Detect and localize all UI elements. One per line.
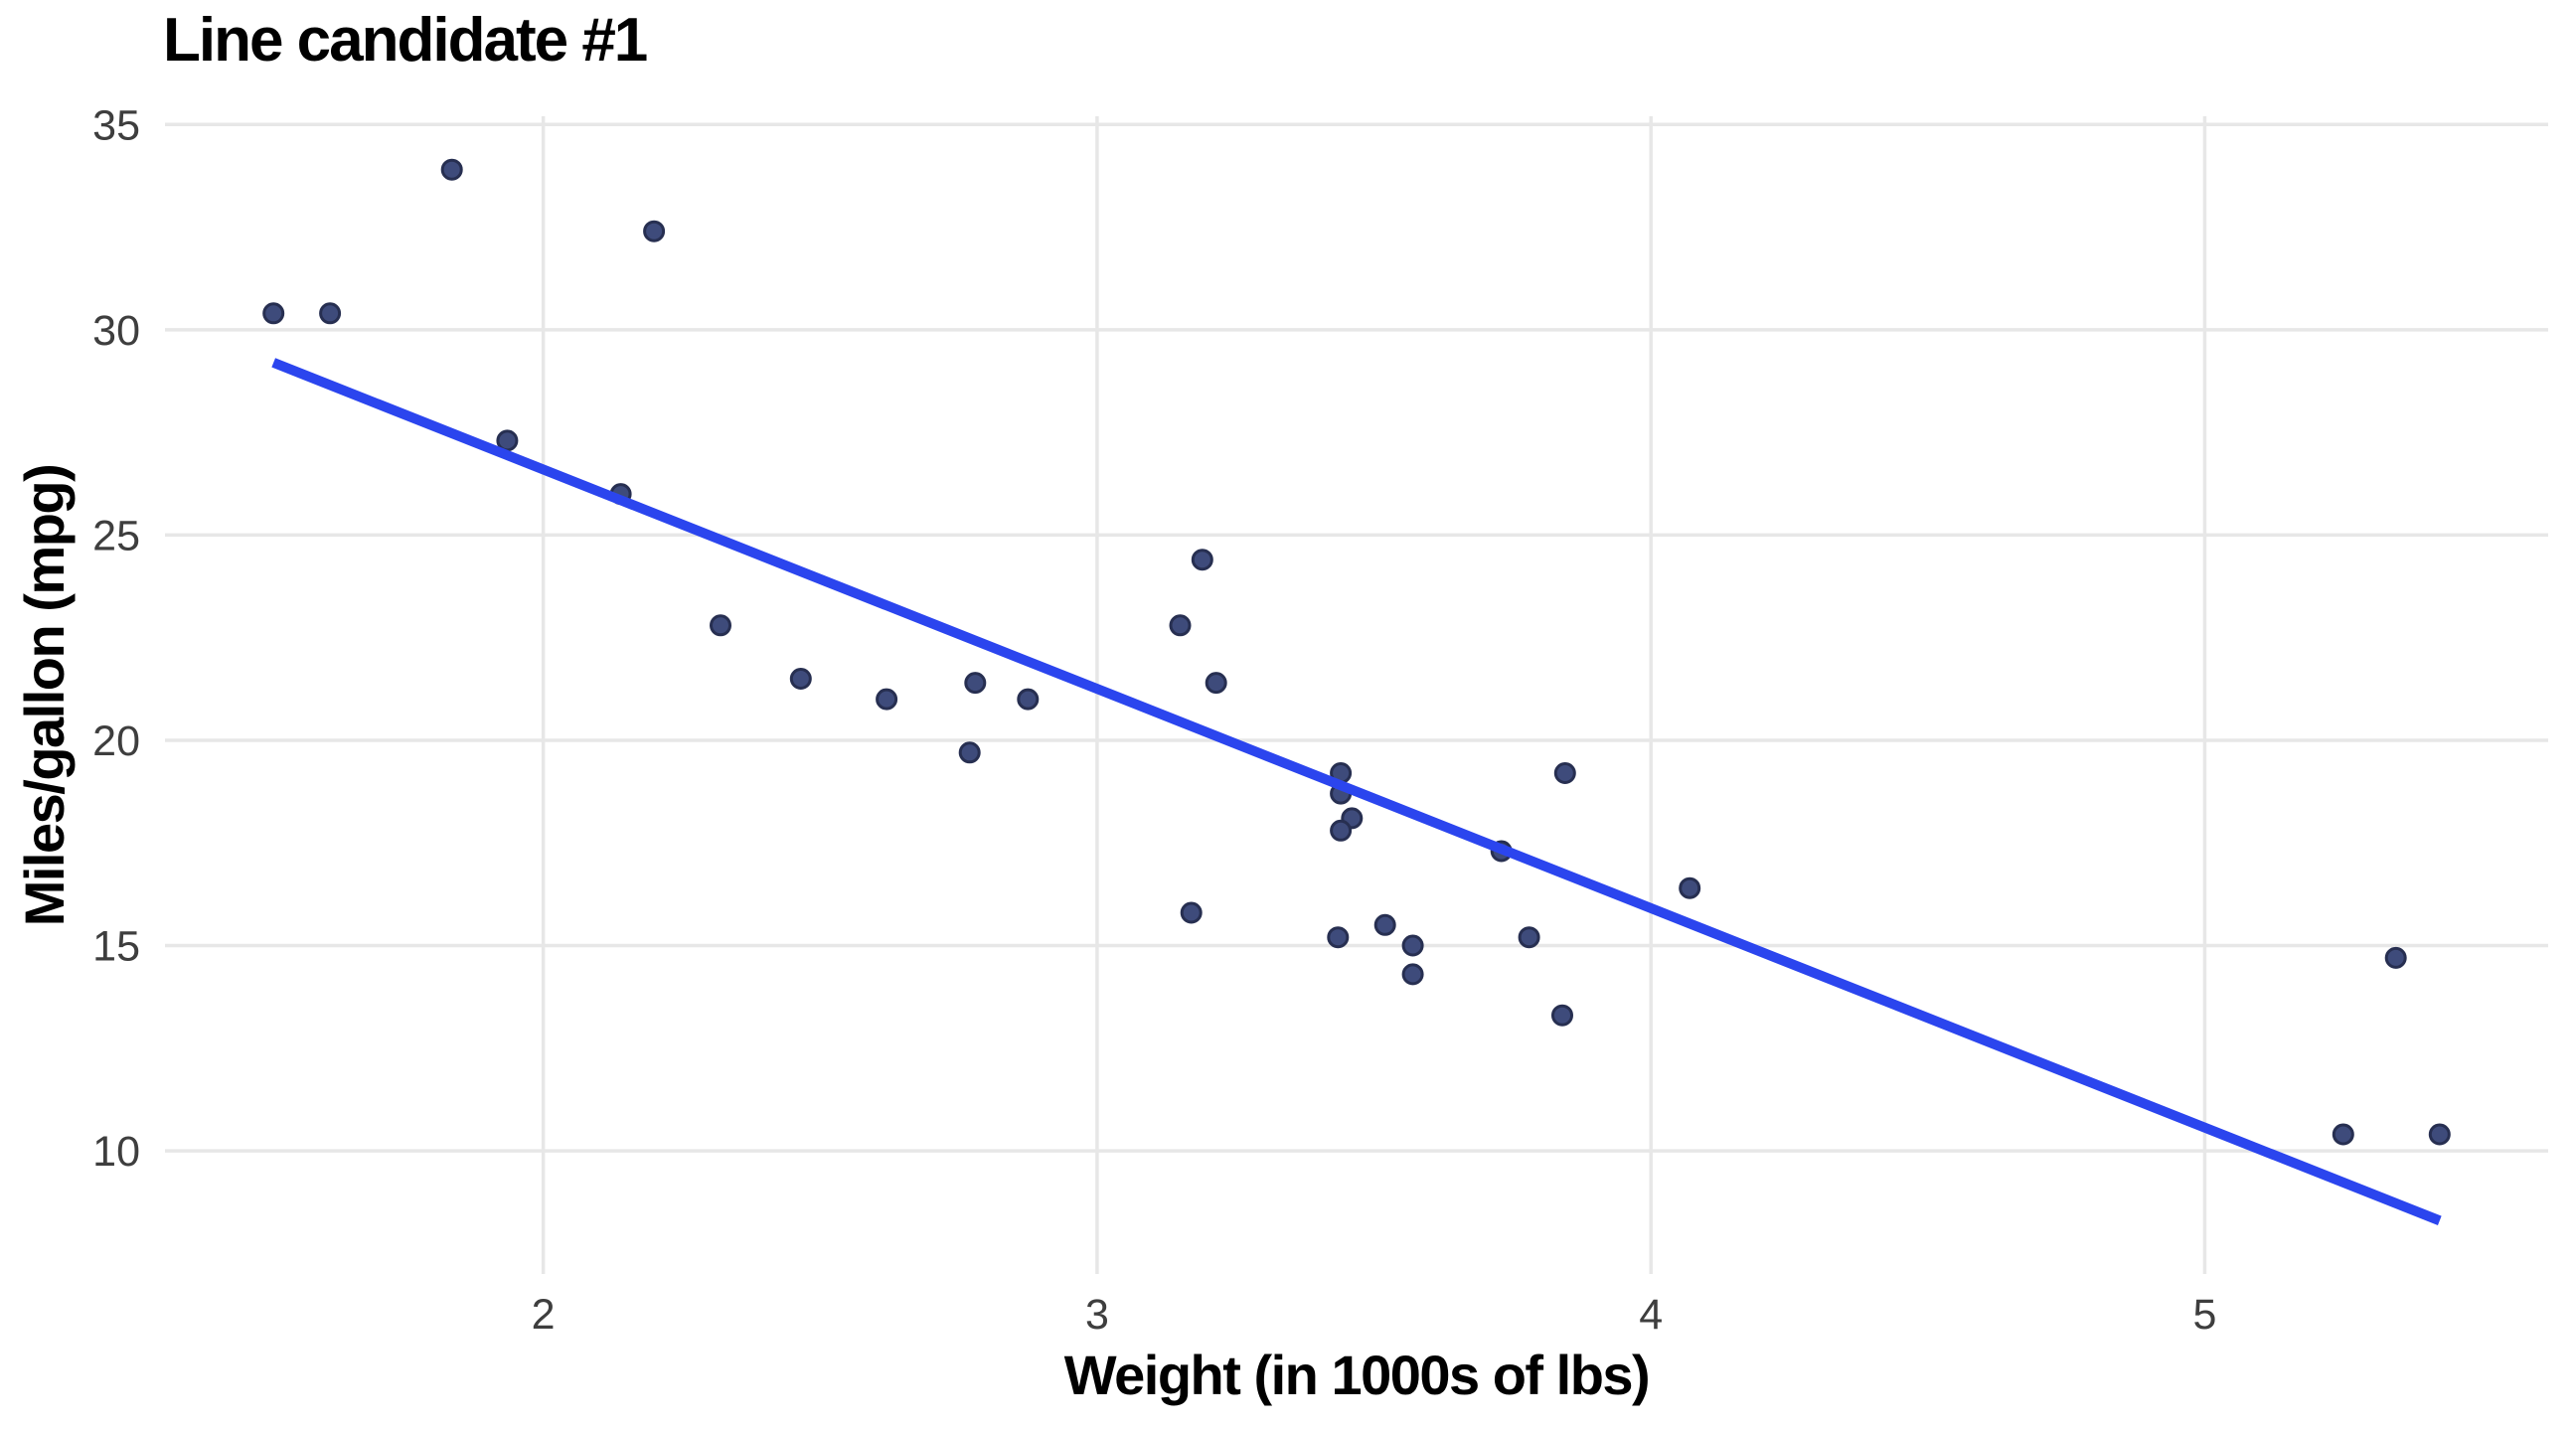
data-point xyxy=(1401,963,1424,986)
data-point xyxy=(1373,913,1396,936)
data-point xyxy=(964,672,987,695)
data-point xyxy=(262,302,285,325)
data-point xyxy=(710,614,731,637)
y-axis-title: Miles/gallon (mpg) xyxy=(13,465,76,927)
data-point xyxy=(1679,876,1701,899)
data-point xyxy=(1017,688,1040,711)
x-tick-label-3: 3 xyxy=(1085,1291,1109,1339)
y-tick-label-15: 15 xyxy=(92,923,140,971)
data-point xyxy=(1205,672,1227,695)
x-axis-title: Weight (in 1000s of lbs) xyxy=(1064,1344,1649,1406)
data-point xyxy=(958,741,981,764)
data-point xyxy=(1551,1004,1573,1027)
candidate-line xyxy=(271,358,2442,1225)
data-point xyxy=(1518,926,1540,949)
data-point xyxy=(496,429,519,452)
scatter-points xyxy=(262,158,2451,1146)
data-point xyxy=(2332,1123,2354,1146)
data-point xyxy=(643,220,666,242)
y-tick-label-20: 20 xyxy=(92,717,140,765)
x-tick-labels: 2 3 4 5 xyxy=(532,1291,2217,1339)
data-point xyxy=(2428,1123,2451,1146)
x-tick-label-5: 5 xyxy=(2193,1291,2217,1339)
chart-title: Line candidate #1 xyxy=(163,6,648,75)
data-point xyxy=(1191,549,1213,571)
data-point xyxy=(1180,901,1203,924)
data-point xyxy=(1553,762,1576,784)
data-point xyxy=(1330,819,1353,842)
data-point xyxy=(1169,614,1192,637)
y-tick-labels: 10 15 20 25 30 35 xyxy=(92,101,140,1176)
y-tick-label-10: 10 xyxy=(92,1128,140,1176)
y-tick-label-25: 25 xyxy=(92,512,140,559)
y-tick-label-35: 35 xyxy=(92,101,140,149)
data-point xyxy=(319,302,342,325)
gridlines xyxy=(165,116,2548,1274)
data-point xyxy=(1401,934,1424,957)
x-tick-label-4: 4 xyxy=(1639,1291,1663,1339)
data-point xyxy=(789,668,812,690)
data-point xyxy=(876,688,898,711)
y-tick-label-30: 30 xyxy=(92,307,140,355)
data-point xyxy=(440,158,463,181)
data-point xyxy=(1327,926,1350,949)
data-point xyxy=(2384,946,2407,969)
x-tick-label-2: 2 xyxy=(532,1291,556,1339)
